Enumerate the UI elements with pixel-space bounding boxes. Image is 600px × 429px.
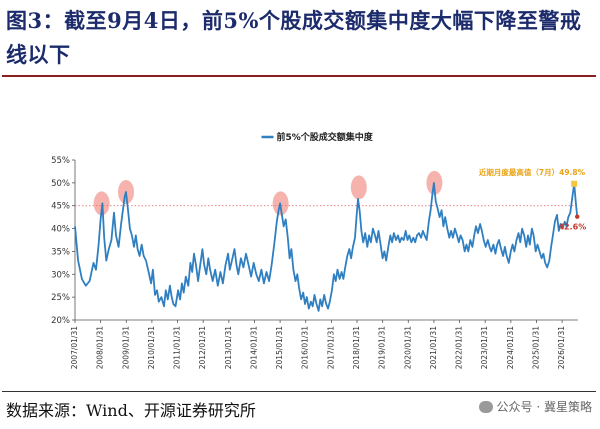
y-tick-label: 50% xyxy=(51,179,70,189)
footer-divider xyxy=(2,391,596,392)
source-note: 数据来源：Wind、开源证券研究所 xyxy=(6,401,256,420)
annotation-group: 近期月度最高值（7月）49.8% 42.6% xyxy=(479,167,586,232)
legend-label: 前5%个股成交额集中度 xyxy=(277,131,374,143)
high-annotation-label: 近期月度最高值（7月）49.8% xyxy=(479,167,586,177)
figure-title: 图3：截至9月4日，前5%个股成交额集中度大幅下降至警戒线以下 xyxy=(6,8,582,67)
x-tick-label: 2010/01/31 xyxy=(147,326,156,369)
x-tick-label: 2017/01/31 xyxy=(326,326,335,369)
y-tick-label: 45% xyxy=(51,202,70,212)
x-tick-label: 2022/01/31 xyxy=(455,326,464,369)
y-tick-label: 40% xyxy=(51,225,70,235)
x-tick-label: 2024/01/31 xyxy=(506,326,515,369)
highlight-circles xyxy=(93,170,443,216)
high-marker xyxy=(571,180,578,187)
title-divider xyxy=(2,75,596,77)
x-tick-label: 2007/01/31 xyxy=(70,326,79,369)
wechat-icon xyxy=(478,400,493,413)
x-tick-label: 2008/01/31 xyxy=(96,326,105,369)
x-tick-label: 2011/01/31 xyxy=(173,326,182,369)
highlight-circle-4 xyxy=(350,175,367,200)
x-tick-label: 2014/01/31 xyxy=(249,326,258,369)
y-tick-label: 55% xyxy=(51,156,70,166)
y-tick-label: 25% xyxy=(51,293,70,303)
watermark-text: 公众号 · 冀星策略 xyxy=(496,400,592,414)
y-tick-label: 20% xyxy=(51,316,70,326)
chart-legend: 前5%个股成交额集中度 xyxy=(261,131,374,143)
x-tick-label: 2016/01/31 xyxy=(301,326,310,369)
x-tick-label: 2025/01/31 xyxy=(531,326,540,369)
x-tick-label: 2012/01/31 xyxy=(198,326,207,369)
x-tick-label: 2026/01/31 xyxy=(557,326,566,369)
low-annotation-label: 42.6% xyxy=(558,223,586,232)
x-tick-label: 2018/01/31 xyxy=(352,326,361,369)
y-tick-label: 35% xyxy=(51,247,70,257)
x-tick-label: 2013/01/31 xyxy=(224,326,233,369)
x-tick-label: 2020/01/31 xyxy=(403,326,412,369)
watermark: 公众号 · 冀星策略 xyxy=(478,398,592,415)
series-group xyxy=(74,182,579,312)
low-marker xyxy=(575,214,580,219)
x-tick-label: 2015/01/31 xyxy=(275,326,284,369)
x-tick-label: 2019/01/31 xyxy=(378,326,387,369)
x-tick-label: 2023/01/31 xyxy=(480,326,489,369)
chart-axes: 20% 25% 30% 35% 40% 45% 50% 55% 2007/01/31 2008/0… xyxy=(51,156,578,369)
x-tick-label: 2021/01/31 xyxy=(429,326,438,369)
x-tick-label: 2009/01/31 xyxy=(121,326,130,369)
series-line-1 xyxy=(74,182,579,312)
y-tick-label: 30% xyxy=(51,270,70,280)
